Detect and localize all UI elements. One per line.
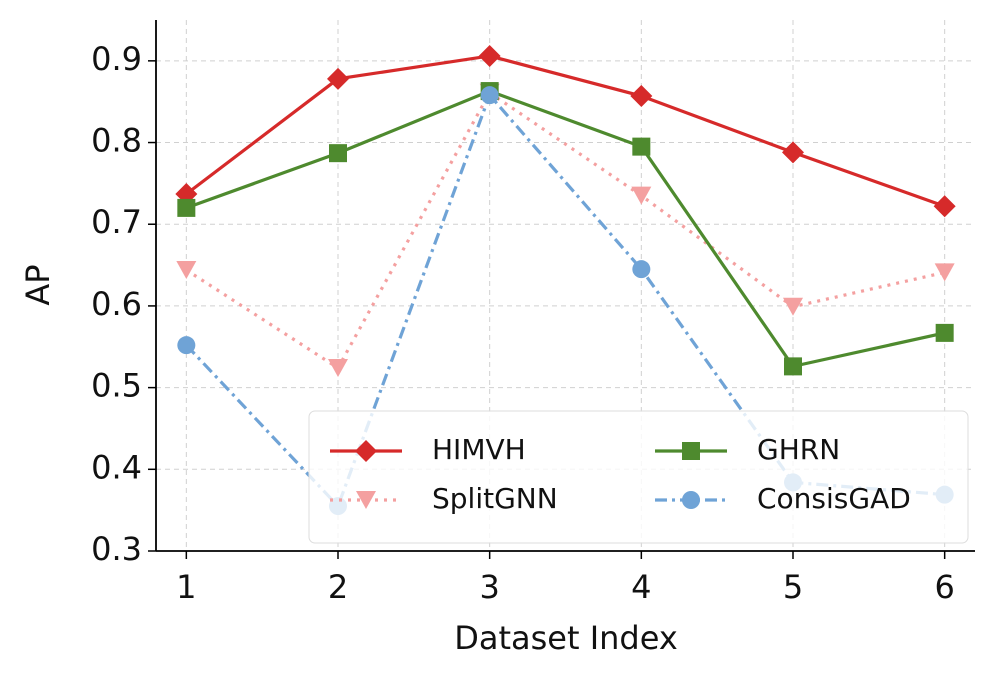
x-tick-label: 2	[328, 568, 348, 606]
series-line	[185, 54, 946, 208]
y-tick-label: 0.9	[91, 40, 142, 78]
series-line	[185, 90, 946, 371]
marker	[632, 260, 651, 279]
marker	[783, 297, 803, 316]
marker	[478, 44, 501, 67]
y-tick-label: 0.5	[91, 367, 142, 405]
legend-label: ConsisGAD	[757, 482, 911, 515]
legend-marker	[682, 491, 700, 509]
marker	[176, 260, 197, 279]
legend-marker	[356, 491, 376, 509]
y-tick-label: 0.3	[91, 530, 142, 568]
x-tick-label: 4	[631, 568, 651, 606]
marker	[631, 186, 652, 205]
y-tick-label: 0.6	[91, 285, 142, 323]
marker	[933, 195, 956, 218]
marker	[177, 198, 196, 217]
marker	[935, 323, 954, 342]
legend-marker	[682, 442, 700, 460]
x-axis-label: Dataset Index	[454, 619, 678, 657]
y-tick-label: 0.4	[91, 448, 142, 486]
marker	[328, 359, 348, 378]
marker	[630, 84, 653, 107]
legend-box	[308, 410, 969, 544]
marker	[784, 357, 802, 376]
x-tick-label: 1	[176, 568, 196, 606]
y-axis-label: AP	[19, 264, 57, 305]
marker	[632, 137, 651, 156]
legend-marker	[355, 440, 377, 462]
marker	[782, 141, 804, 164]
marker	[934, 263, 955, 282]
marker	[327, 67, 349, 90]
marker	[329, 144, 347, 163]
x-tick-label: 5	[783, 568, 803, 606]
marker	[177, 336, 196, 355]
legend-label: HIMVH	[432, 433, 526, 466]
legend-label: SplitGNN	[432, 482, 558, 515]
y-tick-label: 0.8	[91, 122, 142, 160]
series-line	[185, 89, 946, 369]
legend-label: GHRN	[757, 433, 840, 466]
x-tick-label: 6	[934, 568, 954, 606]
legend: HIMVH GHRN SplitGNN ConsisGAD	[308, 410, 969, 544]
y-tick-label: 0.7	[91, 203, 142, 241]
x-tick-label: 3	[479, 568, 499, 606]
marker	[480, 86, 499, 105]
